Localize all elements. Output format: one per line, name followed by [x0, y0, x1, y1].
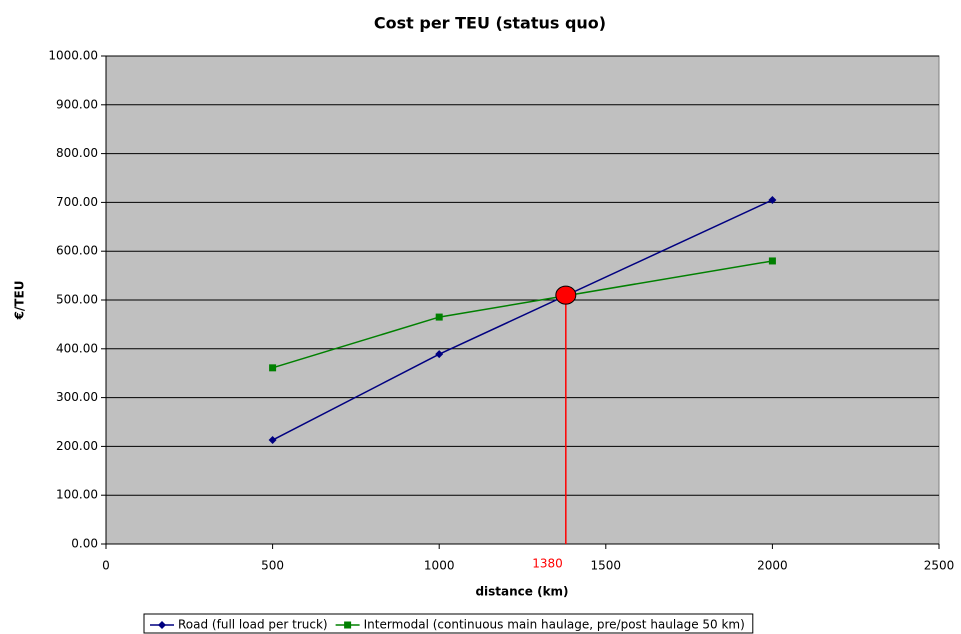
x-tick-label: 1500	[591, 559, 622, 573]
marker	[435, 313, 443, 321]
marker	[268, 436, 277, 445]
y-tick-label: 600.00	[56, 244, 98, 258]
y-tick-label: 200.00	[56, 439, 98, 453]
marker	[768, 257, 776, 265]
annotation-point	[555, 285, 577, 305]
x-axis-title: distance (km)	[475, 585, 568, 599]
annotation-label: 1380	[532, 557, 563, 571]
x-tick-label: 2500	[924, 559, 955, 573]
x-tick-label: 2000	[757, 559, 788, 573]
legend-label: Road (full load per truck)	[178, 618, 328, 632]
marker	[768, 195, 777, 204]
y-tick-label: 700.00	[56, 195, 98, 209]
y-tick-label: 0.00	[71, 537, 98, 551]
marker	[435, 350, 444, 359]
marker	[158, 621, 166, 629]
x-tick-label: 1000	[424, 559, 455, 573]
legend-label: Intermodal (continuous main haulage, pre…	[364, 618, 745, 632]
y-tick-label: 100.00	[56, 488, 98, 502]
y-tick-label: 800.00	[56, 146, 98, 160]
chart-title: Cost per TEU (status quo)	[374, 14, 606, 33]
legend: Road (full load per truck) Intermodal (co…	[143, 613, 754, 634]
marker	[269, 364, 277, 372]
y-tick-label: 1000.00	[48, 49, 98, 63]
x-tick-label: 0	[102, 559, 110, 573]
y-tick-label: 500.00	[56, 293, 98, 307]
x-tick-label: 500	[261, 559, 284, 573]
y-tick-label: 300.00	[56, 390, 98, 404]
y-axis-title: €/TEU	[13, 281, 27, 321]
y-tick-label: 400.00	[56, 341, 98, 355]
y-tick-label: 900.00	[56, 97, 98, 111]
marker	[344, 621, 352, 629]
legend-box	[143, 613, 754, 634]
